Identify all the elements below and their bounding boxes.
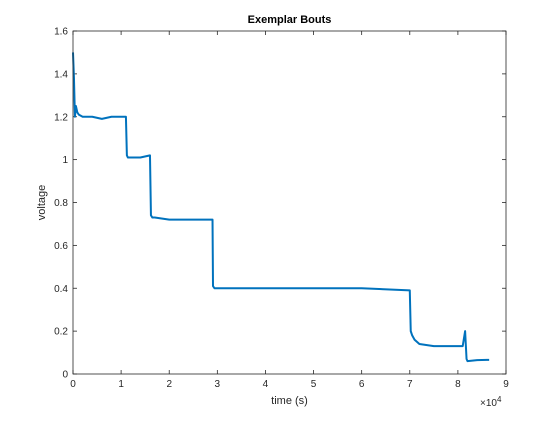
series-layer <box>72 52 490 363</box>
x-axis-exponent-base: ×10 <box>480 398 497 409</box>
x-tick-label: 4 <box>263 379 269 390</box>
x-tick-label: 8 <box>455 379 461 390</box>
x-tick-label: 3 <box>215 379 221 390</box>
y-tick-label: 1.2 <box>54 112 68 123</box>
x-tick-label: 1 <box>118 379 124 390</box>
plot-area <box>73 31 506 374</box>
y-tick-label: 0 <box>62 370 68 381</box>
x-tick-label: 2 <box>166 379 172 390</box>
x-tick-label: 6 <box>359 379 365 390</box>
series-line-0 <box>72 52 490 363</box>
x-tick-label: 7 <box>407 379 413 390</box>
chart-title: Exemplar Bouts <box>248 14 332 26</box>
y-tick-label: 0.4 <box>54 284 68 295</box>
x-axis-label: time (s) <box>271 395 308 407</box>
y-tick-label: 1.6 <box>54 27 68 38</box>
y-tick-label: 0.2 <box>54 327 68 338</box>
y-tick-label: 0.6 <box>54 241 68 252</box>
ticks-layer: 0 1 2 3 4 5 6 7 8 9 0 0.2 0.4 0.6 0.8 1 1.2 1.4 1.6 <box>54 27 509 391</box>
y-tick-label: 0.8 <box>54 198 68 209</box>
y-tick-label: 1.4 <box>54 69 68 80</box>
x-tick-label: 0 <box>70 379 76 390</box>
y-axis-label: voltage <box>36 185 48 220</box>
y-tick-label: 1 <box>62 155 68 166</box>
x-axis-exponent-power: 4 <box>497 395 502 404</box>
x-axis-exponent: ×104 <box>480 395 502 409</box>
x-tick-label: 5 <box>311 379 317 390</box>
x-tick-label: 9 <box>503 379 509 390</box>
axes-box <box>72 30 507 375</box>
